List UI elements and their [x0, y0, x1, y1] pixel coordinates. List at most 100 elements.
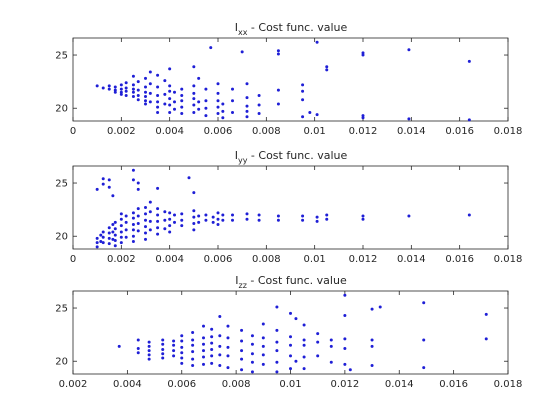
data-point: [163, 227, 167, 231]
data-point: [361, 214, 365, 218]
data-point: [119, 241, 123, 245]
data-point: [147, 353, 151, 357]
data-point: [156, 232, 160, 236]
data-point: [192, 191, 196, 195]
data-point: [113, 227, 117, 231]
data-point: [240, 368, 244, 372]
x-tick-label: 0.018: [494, 379, 523, 390]
data-point: [144, 225, 147, 229]
data-point: [231, 213, 234, 217]
data-point: [156, 186, 160, 190]
data-point: [192, 221, 196, 225]
data-point: [211, 220, 215, 224]
data-point: [361, 53, 365, 57]
data-point: [197, 107, 201, 111]
data-point: [216, 105, 220, 109]
subplot-izz-title: Izz - Cost func. value: [235, 274, 347, 290]
x-tick-label: 0.016: [445, 126, 474, 137]
data-point: [289, 343, 292, 347]
x-tick-label: 0.014: [385, 379, 414, 390]
data-point: [136, 88, 140, 92]
data-point: [124, 89, 128, 93]
data-point: [202, 362, 205, 366]
data-point: [261, 344, 265, 348]
data-point: [218, 363, 222, 367]
data-point: [147, 349, 151, 353]
data-point: [173, 90, 176, 94]
data-point: [261, 362, 265, 366]
data-point: [202, 349, 205, 353]
data-point: [101, 86, 105, 90]
data-point: [163, 92, 167, 96]
data-point: [180, 212, 184, 216]
y-tick-label: 25: [55, 51, 68, 62]
x-tick-label: 0: [70, 126, 76, 137]
data-point: [111, 237, 115, 241]
data-point: [202, 336, 205, 340]
data-point: [156, 93, 160, 97]
data-point: [261, 336, 265, 340]
data-point: [361, 51, 365, 55]
data-point: [136, 229, 140, 233]
data-point: [131, 178, 135, 182]
data-point: [148, 91, 152, 95]
data-point: [467, 59, 471, 63]
x-tick-label: 0.018: [494, 126, 523, 137]
data-point: [172, 349, 176, 353]
data-point: [136, 214, 140, 218]
data-point: [117, 344, 121, 348]
data-point: [113, 88, 117, 92]
data-point: [370, 338, 374, 342]
x-tick-label: 0.016: [439, 379, 468, 390]
data-point: [257, 213, 261, 217]
data-point: [95, 245, 99, 249]
x-tick-label: 0.006: [204, 254, 233, 265]
x-tick-label: 0.004: [113, 379, 142, 390]
subplot-iyy-points: [95, 168, 471, 249]
data-point: [343, 362, 347, 366]
data-point: [119, 230, 123, 234]
data-point: [261, 353, 265, 357]
data-point: [180, 105, 184, 109]
data-point: [168, 224, 172, 228]
data-point: [131, 234, 135, 238]
data-point: [192, 84, 196, 88]
y-tick-label: 20: [55, 104, 68, 115]
x-tick-label: 0.012: [349, 126, 378, 137]
data-point: [275, 328, 279, 332]
data-point: [101, 182, 105, 186]
data-point: [245, 212, 249, 216]
data-point: [95, 187, 99, 191]
data-point: [136, 93, 140, 97]
data-point: [275, 305, 279, 309]
data-point: [210, 348, 214, 352]
data-point: [136, 338, 140, 342]
data-point: [197, 76, 201, 80]
data-point: [329, 338, 333, 342]
data-point: [192, 215, 196, 219]
data-point: [343, 293, 347, 297]
data-point: [131, 211, 135, 215]
data-point: [231, 87, 234, 91]
data-point: [119, 212, 123, 216]
data-point: [191, 343, 195, 347]
data-point: [325, 217, 329, 221]
data-point: [107, 236, 111, 240]
data-point: [240, 357, 244, 361]
data-point: [173, 107, 176, 111]
data-point: [192, 209, 196, 213]
data-point: [422, 366, 426, 370]
subplot-ixx-ticks: 0 0.002 0.004 0.006 0.008 0.01 0.012 0.014 0.016…: [55, 38, 522, 137]
data-point: [131, 168, 135, 172]
data-point: [119, 83, 123, 87]
data-point: [144, 102, 147, 106]
data-point: [173, 213, 176, 217]
data-point: [147, 344, 151, 348]
data-point: [131, 216, 135, 220]
data-point: [257, 112, 261, 116]
data-point: [187, 176, 191, 180]
data-point: [301, 98, 305, 102]
subplot-ixx-title: Ixx - Cost func. value: [235, 21, 348, 37]
data-point: [124, 235, 128, 239]
data-point: [197, 220, 201, 224]
